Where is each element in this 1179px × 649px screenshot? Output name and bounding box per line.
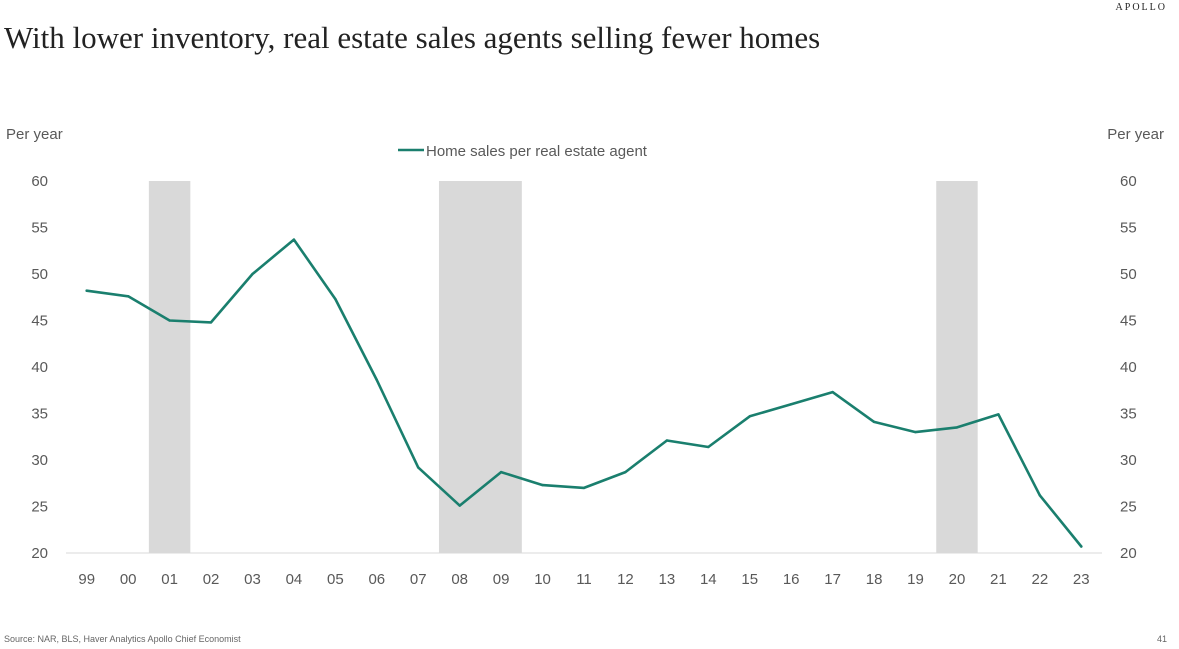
y-tick-label-left: 45 [31, 313, 48, 330]
data-point [209, 321, 213, 324]
x-tick-label: 17 [824, 571, 841, 588]
x-tick-label: 09 [493, 571, 510, 588]
data-point [1038, 494, 1042, 497]
recession-band [936, 181, 978, 553]
data-point [790, 403, 793, 406]
data-point [665, 439, 669, 442]
y-tick-label-right: 35 [1120, 406, 1137, 423]
y-tick-label-right: 40 [1120, 359, 1137, 376]
legend: Home sales per real estate agent [398, 143, 648, 160]
x-tick-label: 20 [949, 571, 966, 588]
y-tick-label-left: 40 [31, 359, 48, 376]
y-axis-label-left: Per year [6, 126, 63, 143]
recession-bands [148, 181, 978, 553]
data-point [997, 413, 1000, 416]
data-point [1080, 545, 1083, 548]
y-axis-label-right: Per year [1107, 126, 1164, 143]
data-point [292, 238, 296, 241]
data-point [85, 289, 88, 292]
series-line [85, 238, 1083, 548]
data-point [251, 272, 254, 276]
x-tick-label: 13 [659, 571, 676, 588]
y-tick-label-left: 60 [31, 173, 48, 190]
x-tick-label: 19 [907, 571, 924, 588]
data-point [458, 504, 461, 507]
x-tick-label: 05 [327, 571, 344, 588]
y-tick-label-right: 30 [1120, 452, 1137, 469]
x-tick-label: 11 [576, 571, 592, 588]
y-tick-label-right: 60 [1120, 173, 1137, 190]
data-point [168, 319, 171, 322]
data-point [417, 466, 420, 469]
data-point [375, 378, 378, 382]
y-tick-label-left: 20 [31, 545, 48, 562]
x-tick-label: 07 [410, 571, 427, 588]
x-tick-label: 15 [741, 571, 758, 588]
series-lines [85, 238, 1083, 548]
data-point [582, 486, 586, 490]
line-chart: 20 20 25 25 30 30 35 35 40 40 45 45 50 50 55 55 60 60 Per … [6, 126, 1164, 588]
x-tick-label: 04 [286, 571, 303, 588]
recession-band [148, 181, 191, 553]
x-tick-label: 01 [161, 571, 178, 588]
brand-logo: APOLLO [1115, 2, 1167, 13]
source-note: Source: NAR, BLS, Haver Analytics Apollo… [4, 634, 241, 644]
y-tick-label-right: 20 [1120, 545, 1137, 562]
data-point [831, 390, 834, 394]
x-tick-label: 22 [1031, 571, 1048, 588]
y-tick-label-right: 55 [1120, 220, 1137, 237]
x-tick-label: 02 [203, 571, 220, 588]
y-tick-label-right: 50 [1120, 266, 1137, 283]
data-point [334, 297, 337, 301]
page-number: 41 [1156, 634, 1167, 644]
x-tick-label: 03 [244, 571, 261, 588]
chart-title: With lower inventory, real estate sales … [4, 20, 821, 55]
y-tick-label-left: 30 [31, 452, 48, 469]
data-point [541, 483, 544, 487]
x-tick-label: 10 [534, 571, 551, 588]
x-tick-label: 08 [451, 571, 468, 588]
data-point [624, 470, 627, 474]
x-tick-label: 00 [120, 571, 137, 588]
x-tick-label: 14 [700, 571, 717, 588]
data-point [914, 430, 917, 434]
data-point [955, 426, 959, 429]
x-tick-label: 16 [783, 571, 800, 588]
x-tick-label: 99 [78, 571, 95, 588]
x-tick-label: 18 [866, 571, 883, 588]
y-tick-label-right: 25 [1120, 499, 1137, 516]
y-tick-label-right: 45 [1120, 313, 1137, 330]
y-tick-label-left: 35 [31, 406, 48, 423]
x-tick-label: 23 [1073, 571, 1090, 588]
data-point [707, 445, 710, 449]
data-point [872, 420, 876, 424]
data-point [499, 470, 503, 474]
recession-band [438, 181, 522, 553]
y-tick-label-left: 55 [31, 220, 48, 237]
x-tick-label: 12 [617, 571, 634, 588]
data-point [126, 295, 130, 298]
legend-label: Home sales per real estate agent [426, 143, 648, 160]
y-tick-label-left: 25 [31, 499, 48, 516]
x-tick-label: 06 [368, 571, 385, 588]
x-tick-label: 21 [990, 571, 1007, 588]
data-point [748, 415, 751, 418]
y-tick-label-left: 50 [31, 266, 48, 283]
axis-labels: 20 20 25 25 30 30 35 35 40 40 45 45 50 50 55 55 60 60 Per … [6, 126, 1164, 588]
